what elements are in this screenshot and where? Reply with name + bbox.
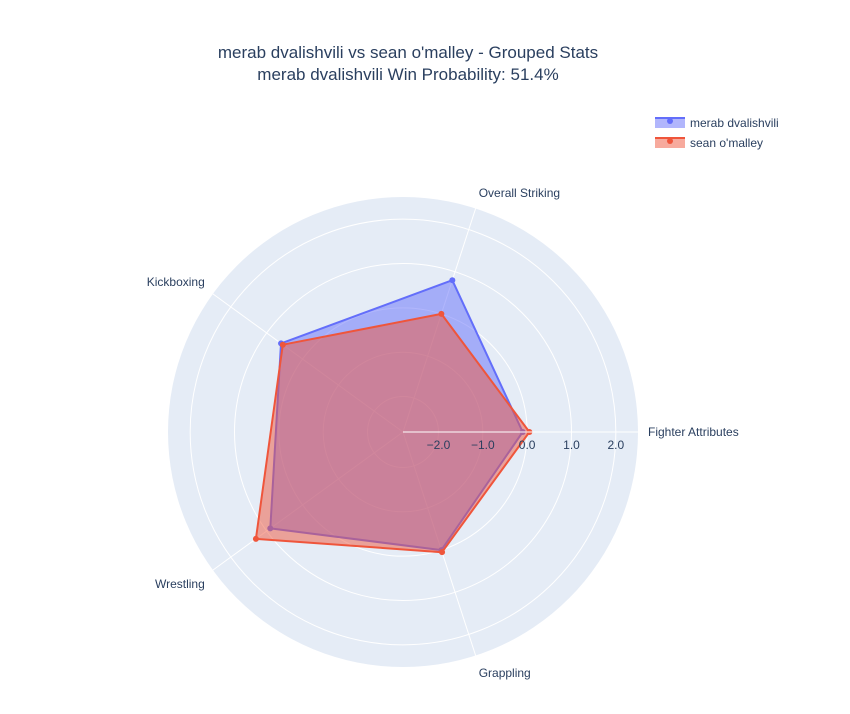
- category-label: Overall Striking: [479, 186, 560, 200]
- legend: merab dvalishvili sean o'malley: [655, 116, 779, 150]
- radial-tick-label: −1.0: [471, 438, 495, 452]
- chart-title-line-2: merab dvalishvili Win Probability: 51.4%: [257, 65, 558, 84]
- category-label: Wrestling: [155, 577, 205, 591]
- series-layer: [252, 277, 533, 556]
- legend-item: sean o'malley: [655, 136, 763, 150]
- radial-tick-labels: −2.0 −1.0 0.0 1.0 2.0: [403, 431, 638, 452]
- legend-marker: [667, 138, 673, 144]
- series-2: [252, 310, 533, 556]
- radial-tick-label: 1.0: [563, 438, 580, 452]
- data-point: [438, 310, 445, 317]
- data-point: [439, 549, 446, 556]
- chart-title: merab dvalishvili vs sean o'malley - Gro…: [218, 43, 598, 84]
- legend-marker: [667, 118, 673, 124]
- radial-tick-label: 0.0: [519, 438, 536, 452]
- chart-title-line-1: merab dvalishvili vs sean o'malley - Gro…: [218, 43, 598, 62]
- data-point: [252, 535, 259, 542]
- category-labels: Fighter Attributes Overall Striking Kickbo…: [147, 186, 739, 680]
- category-label: Grappling: [479, 666, 531, 680]
- radial-tick-label: 2.0: [607, 438, 624, 452]
- radial-tick-label: −2.0: [427, 438, 451, 452]
- legend-item: merab dvalishvili: [655, 116, 779, 130]
- series-area: [254, 312, 531, 554]
- category-label: Kickboxing: [147, 275, 205, 289]
- data-point: [449, 277, 456, 284]
- legend-label: merab dvalishvili: [690, 116, 779, 130]
- category-label: Fighter Attributes: [648, 425, 739, 439]
- legend-label: sean o'malley: [690, 136, 763, 150]
- data-point: [279, 341, 286, 348]
